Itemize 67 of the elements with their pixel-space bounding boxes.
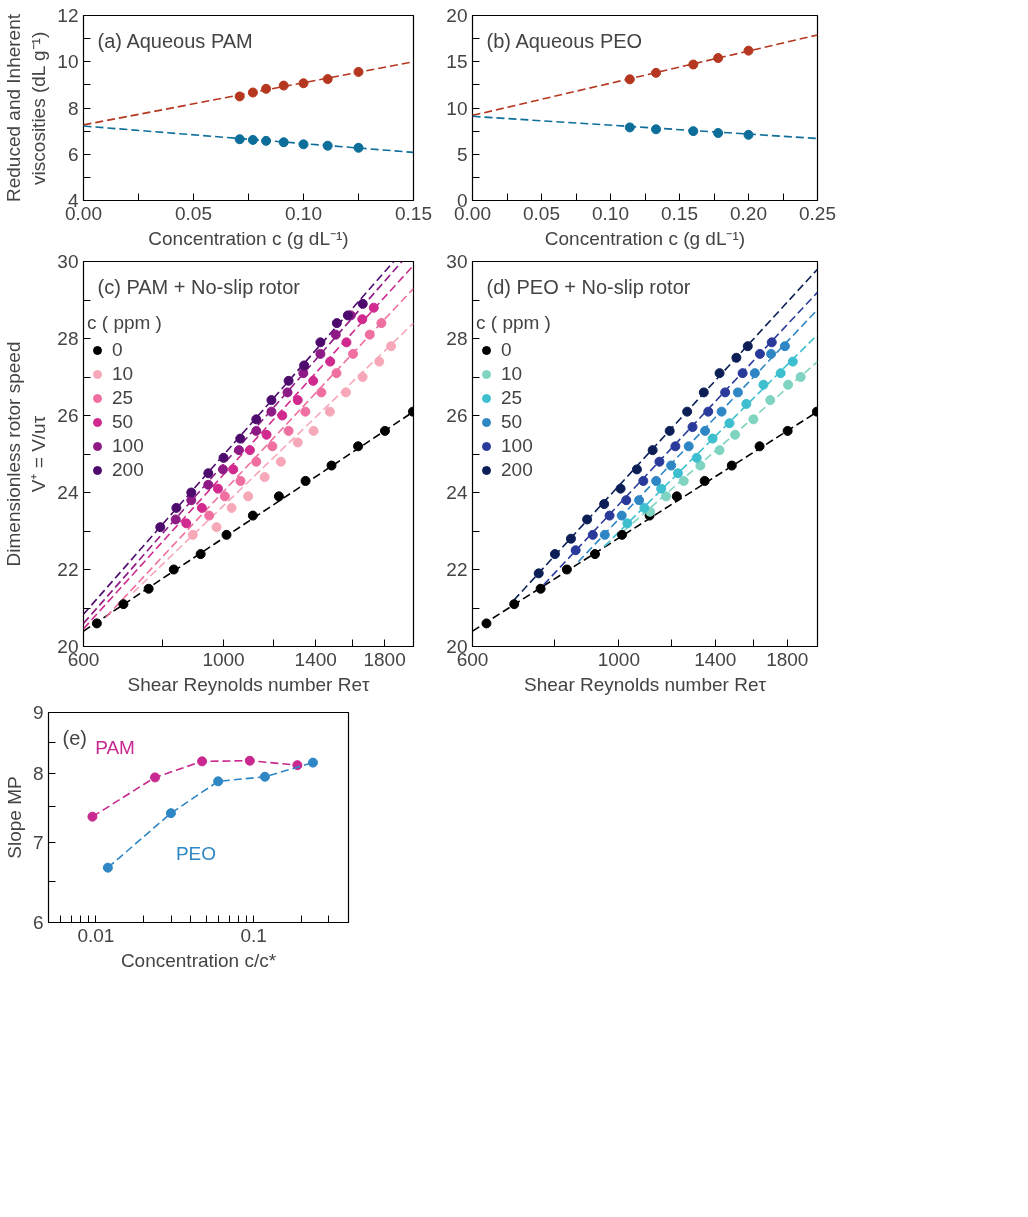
y-tick-label: 12: [57, 5, 79, 26]
text: (a) Aqueous PAM: [97, 29, 253, 52]
text: (c) PAM + No-slip rotor: [97, 275, 301, 298]
y-tick-label: 5: [456, 143, 468, 165]
y-tick-label: 10: [446, 97, 468, 119]
x-tick-label: 0.01: [77, 924, 115, 946]
text: (b) Aqueous PEO: [486, 29, 643, 52]
x-tick-label: 1800: [363, 648, 406, 670]
legend-label: 0: [501, 339, 513, 361]
x-tick-label: 0.05: [175, 202, 212, 224]
x-tick-label: 0.10: [592, 202, 629, 224]
x-tick-label: 0.15: [395, 202, 432, 224]
y-tick-label: 8: [32, 763, 44, 784]
y-tick-label: 24: [446, 482, 468, 503]
y-tick-label: 26: [57, 405, 79, 426]
x-tick-label: 1400: [294, 648, 337, 670]
legend-label: 50: [112, 411, 134, 433]
y-tick-label: 30: [57, 251, 79, 272]
y-tick-label: 10: [57, 51, 79, 73]
x-axis-title: Concentration c (g dL⁻¹): [148, 227, 349, 249]
y-tick-label: 22: [446, 559, 468, 580]
x-tick-label: 0.05: [523, 202, 560, 224]
x-axis-title: Concentration c/c*: [120, 949, 277, 971]
x-tick-label: 1000: [597, 648, 641, 670]
x-axis-title: Concentration c (g dL⁻¹): [544, 227, 746, 249]
legend-label: 200: [501, 459, 533, 481]
series-label: PAM: [95, 736, 135, 758]
legend-label: 25: [112, 387, 134, 409]
x-tick-label: 0.15: [661, 202, 698, 224]
x-axis-title: Shear Reynolds number Reτ: [127, 673, 370, 695]
series-label: PEO: [175, 842, 216, 864]
y-tick-label: 28: [57, 328, 79, 349]
x-tick-label: 0.20: [730, 202, 767, 224]
y-tick-label: 26: [446, 405, 468, 426]
text: (d) PEO + No-slip rotor: [486, 275, 691, 298]
x-tick-label: 0.10: [285, 202, 322, 224]
legend-label: 200: [112, 459, 144, 481]
y-tick-label: 28: [446, 328, 468, 349]
y-tick-label: 6: [67, 143, 79, 165]
x-tick-label: 0.25: [799, 202, 836, 224]
x-tick-label: 0.1: [240, 924, 267, 946]
legend-label: 100: [501, 435, 533, 457]
legend-label: 10: [501, 363, 523, 385]
y-axis-title: Slope MP: [3, 776, 25, 859]
legend-label: 100: [112, 435, 144, 457]
y-tick-label: 9: [32, 702, 44, 723]
y-tick-label: 30: [446, 251, 468, 272]
x-tick-label: 1000: [202, 648, 245, 670]
x-tick-label: 1800: [766, 648, 809, 670]
legend-label: 0: [112, 339, 124, 361]
legend-title: c ( ppm ): [87, 312, 162, 334]
y-axis-title: Reduced and Inherent viscosities (dL g⁻¹): [3, 13, 50, 203]
x-tick-label: 1400: [694, 648, 737, 670]
y-tick-label: 7: [32, 832, 44, 854]
x-axis-title: Shear Reynolds number Reτ: [524, 673, 767, 695]
y-tick-label: 22: [57, 559, 79, 580]
legend-label: 25: [501, 387, 523, 409]
legend-title: c ( ppm ): [476, 312, 551, 334]
y-tick-label: 8: [67, 97, 79, 119]
y-tick-label: 24: [57, 482, 79, 503]
y-tick-label: 20: [446, 5, 468, 26]
y-tick-label: 15: [446, 51, 468, 73]
y-axis-title: Dimensionless rotor speed V⁺ = V/uτ: [3, 341, 50, 567]
y-tick-label: 6: [32, 912, 44, 933]
text: (e): [62, 726, 87, 749]
legend-label: 50: [501, 411, 523, 433]
legend-label: 10: [112, 363, 134, 385]
